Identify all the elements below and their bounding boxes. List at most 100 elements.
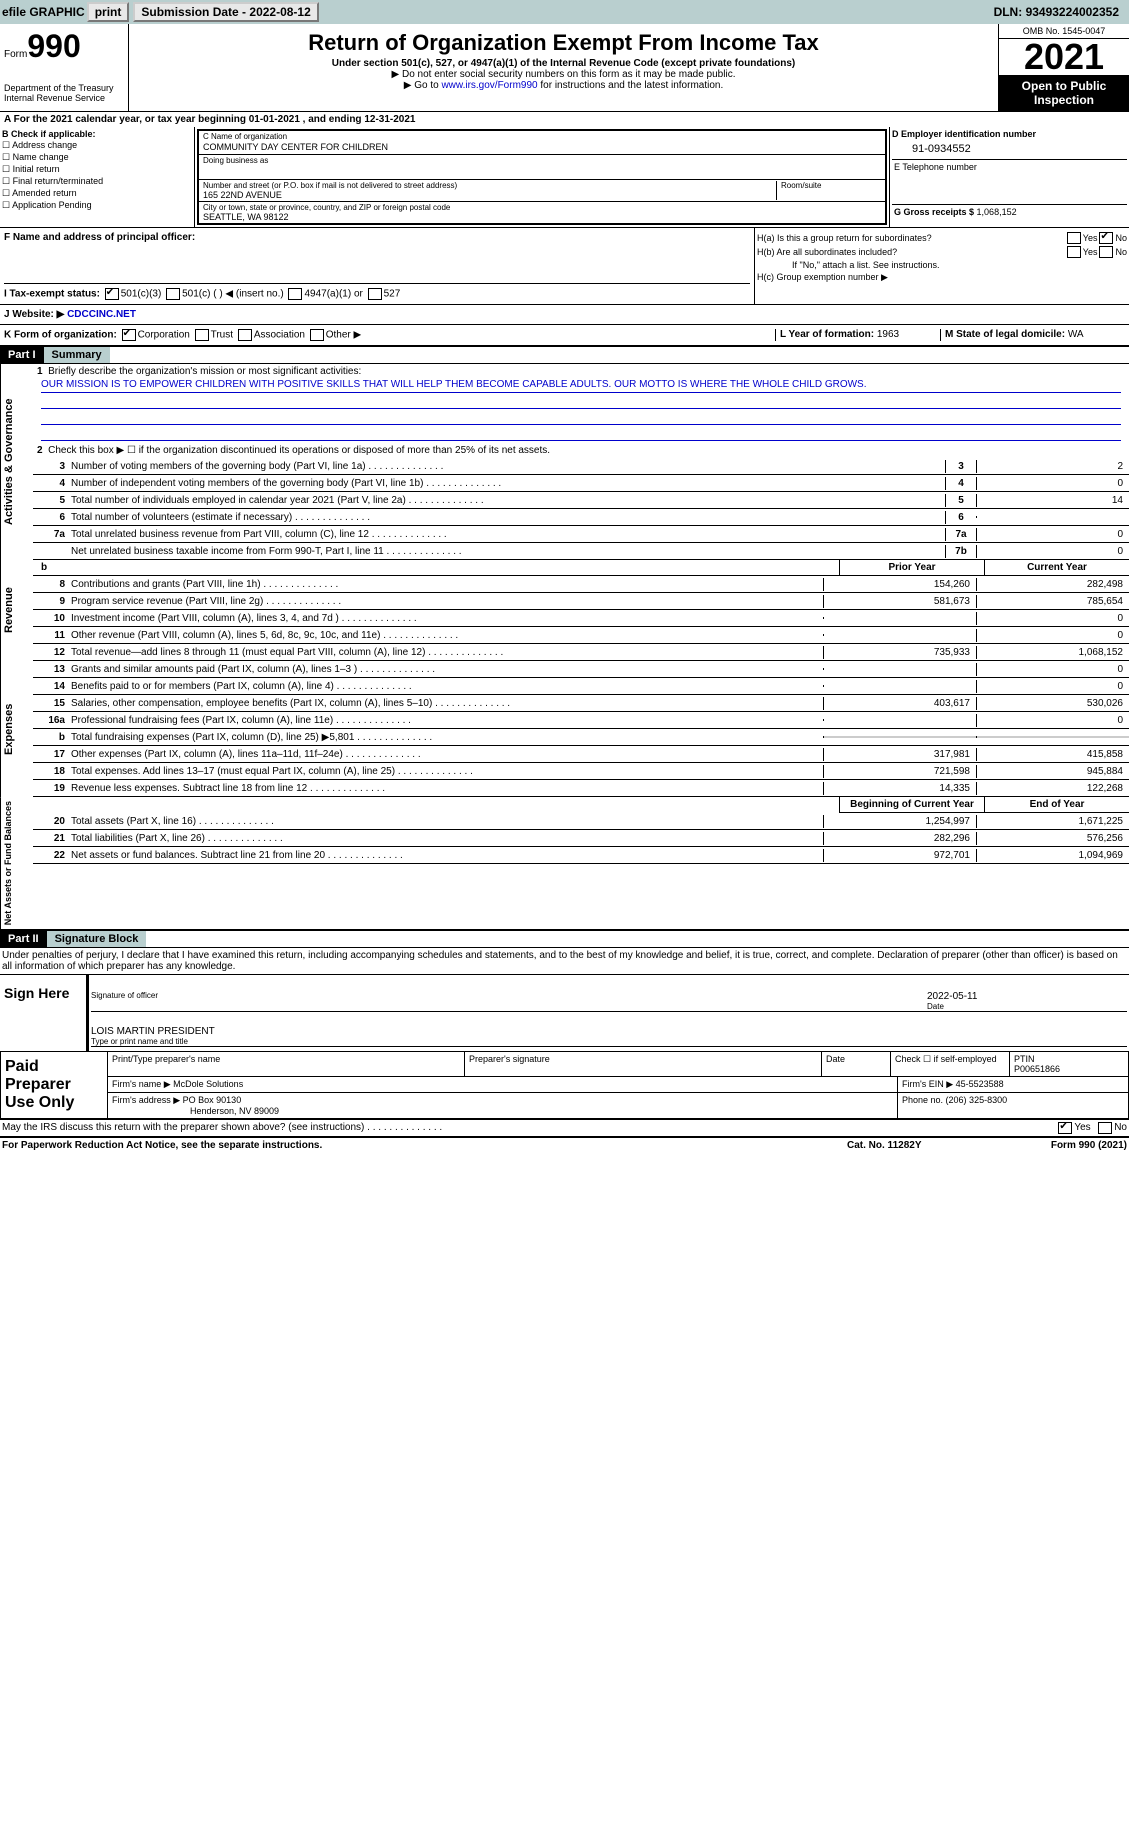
addr-label: Number and street (or P.O. box if mail i… — [203, 181, 776, 190]
firm-name-cell: Firm's name ▶ McDole Solutions — [107, 1077, 897, 1092]
row-k: K Form of organization: Corporation Trus… — [0, 325, 1129, 347]
current-year-hdr: Current Year — [984, 560, 1129, 576]
hb-label: H(b) Are all subordinates included? — [757, 247, 1065, 257]
declaration-text: Under penalties of perjury, I declare th… — [0, 948, 1129, 975]
ha-label: H(a) Is this a group return for subordin… — [757, 233, 1065, 243]
chk-trust[interactable] — [195, 329, 209, 341]
website-link[interactable]: CDCCINC.NET — [67, 309, 136, 320]
dba-label: Doing business as — [199, 154, 885, 179]
chk-4947[interactable] — [288, 288, 302, 300]
ha-yes[interactable] — [1067, 232, 1081, 244]
tab-governance: Activities & Governance — [0, 364, 33, 560]
chk-assoc[interactable] — [238, 329, 252, 341]
row-i: I Tax-exempt status: 501(c)(3) 501(c) ( … — [4, 283, 750, 300]
mission-blank-3 — [41, 427, 1121, 441]
prep-date-label: Date — [821, 1052, 890, 1076]
gross-receipts: G Gross receipts $ 1,068,152 — [892, 204, 1127, 219]
column-d: D Employer identification number 91-0934… — [889, 127, 1129, 227]
may-irs-row: May the IRS discuss this return with the… — [0, 1119, 1129, 1136]
part-1-header: Part ISummary — [0, 347, 1129, 364]
irs-link[interactable]: www.irs.gov/Form990 — [441, 80, 537, 91]
hc-label: H(c) Group exemption number ▶ — [757, 272, 888, 283]
firm-phone-cell: Phone no. (206) 325-8300 — [897, 1093, 1128, 1118]
submission-date-button[interactable]: Submission Date - 2022-08-12 — [133, 2, 318, 22]
end-year-hdr: End of Year — [984, 797, 1129, 813]
mission-blank-2 — [41, 411, 1121, 425]
part-2-header: Part IISignature Block — [0, 931, 1129, 948]
form-990: 990 — [27, 28, 80, 64]
line-1-label: Briefly describe the organization's miss… — [48, 366, 361, 377]
org-name-label: C Name of organization — [199, 131, 885, 142]
form-number-box: Form990 Department of the Treasury Inter… — [0, 24, 129, 111]
print-button[interactable]: print — [87, 2, 130, 22]
section-fh: F Name and address of principal officer:… — [0, 228, 1129, 305]
row-j: J Website: ▶ CDCCINC.NET — [0, 305, 1129, 325]
ein-label: D Employer identification number — [892, 129, 1127, 139]
officer-name-title: LOIS MARTIN PRESIDENTType or print name … — [91, 1026, 215, 1046]
ha-no[interactable] — [1099, 232, 1113, 244]
title-block: Return of Organization Exempt From Incom… — [129, 24, 998, 111]
col-b-label: B Check if applicable: — [2, 129, 96, 139]
section-bcd: B Check if applicable: ☐ Address change … — [0, 127, 1129, 228]
city-label: City or town, state or province, country… — [203, 203, 881, 212]
form-title: Return of Organization Exempt From Incom… — [133, 30, 994, 56]
chk-501c3[interactable] — [105, 288, 119, 300]
summary-governance: Activities & Governance 1 Briefly descri… — [0, 364, 1129, 560]
form-header: Form990 Department of the Treasury Inter… — [0, 24, 1129, 112]
chk-amended[interactable]: ☐ Amended return — [2, 188, 192, 199]
year-box: OMB No. 1545-0047 2021 Open to Public In… — [998, 24, 1129, 111]
tab-net-assets: Net Assets or Fund Balances — [0, 797, 33, 929]
sign-here-label: Sign Here — [0, 975, 86, 1051]
prior-year-hdr: Prior Year — [839, 560, 984, 576]
irs-label: Internal Revenue Service — [4, 93, 124, 103]
hb-no[interactable] — [1099, 246, 1113, 258]
dln: DLN: 93493224002352 — [994, 5, 1127, 19]
phone-label: E Telephone number — [892, 159, 1127, 204]
subtitle-3: ▶ Go to www.irs.gov/Form990 for instruct… — [133, 80, 994, 91]
tax-year: 2021 — [999, 39, 1129, 75]
chk-corp[interactable] — [122, 329, 136, 341]
summary-expenses: Expenses 13Grants and similar amounts pa… — [0, 661, 1129, 797]
may-irs-no[interactable] — [1098, 1122, 1112, 1134]
self-employed-check[interactable]: Check ☐ if self-employed — [890, 1052, 1009, 1076]
prep-name-label: Print/Type preparer's name — [107, 1052, 464, 1076]
chk-501c[interactable] — [166, 288, 180, 300]
room-label: Room/suite — [776, 181, 881, 200]
open-inspection: Open to Public Inspection — [999, 75, 1129, 111]
form-label: Form — [4, 49, 27, 60]
prep-sig-label: Preparer's signature — [464, 1052, 821, 1076]
chk-app-pending[interactable]: ☐ Application Pending — [2, 200, 192, 211]
line-2-label: Check this box ▶ ☐ if the organization d… — [48, 445, 550, 456]
subtitle-1: Under section 501(c), 527, or 4947(a)(1)… — [133, 58, 994, 69]
efile-label: efile GRAPHIC — [2, 5, 85, 19]
officer-label: F Name and address of principal officer: — [4, 232, 195, 243]
sig-date: 2022-05-11Date — [927, 991, 1127, 1011]
firm-ein-cell: Firm's EIN ▶ 45-5523588 — [897, 1077, 1128, 1092]
org-name: COMMUNITY DAY CENTER FOR CHILDREN — [199, 142, 885, 154]
chk-initial-return[interactable]: ☐ Initial return — [2, 164, 192, 175]
chk-final-return[interactable]: ☐ Final return/terminated — [2, 176, 192, 187]
state-domicile: M State of legal domicile: WA — [940, 329, 1125, 341]
subtitle-2: ▶ Do not enter social security numbers o… — [133, 69, 994, 80]
sign-here-block: Sign Here Signature of officer2022-05-11… — [0, 975, 1129, 1052]
city-state-zip: SEATTLE, WA 98122 — [203, 212, 881, 222]
chk-address-change[interactable]: ☐ Address change — [2, 140, 192, 151]
summary-revenue: Revenue bPrior YearCurrent Year 8Contrib… — [0, 560, 1129, 661]
chk-other[interactable] — [310, 329, 324, 341]
treasury-dept: Department of the Treasury — [4, 83, 124, 93]
section-h: H(a) Is this a group return for subordin… — [754, 228, 1129, 304]
ein-value: 91-0934552 — [892, 139, 1127, 159]
chk-name-change[interactable]: ☐ Name change — [2, 152, 192, 163]
mission-blank-1 — [41, 395, 1121, 409]
may-irs-yes[interactable] — [1058, 1122, 1072, 1134]
h-note: If "No," attach a list. See instructions… — [757, 260, 1127, 270]
cat-number: Cat. No. 11282Y — [847, 1140, 997, 1151]
street-address: 165 22ND AVENUE — [203, 190, 776, 200]
hb-yes[interactable] — [1067, 246, 1081, 258]
section-a: A For the 2021 calendar year, or tax yea… — [0, 112, 1129, 127]
column-c: C Name of organization COMMUNITY DAY CEN… — [195, 127, 889, 227]
footer: For Paperwork Reduction Act Notice, see … — [0, 1136, 1129, 1153]
year-formation: L Year of formation: 1963 — [775, 329, 940, 341]
chk-527[interactable] — [368, 288, 382, 300]
paperwork-notice: For Paperwork Reduction Act Notice, see … — [2, 1140, 847, 1151]
